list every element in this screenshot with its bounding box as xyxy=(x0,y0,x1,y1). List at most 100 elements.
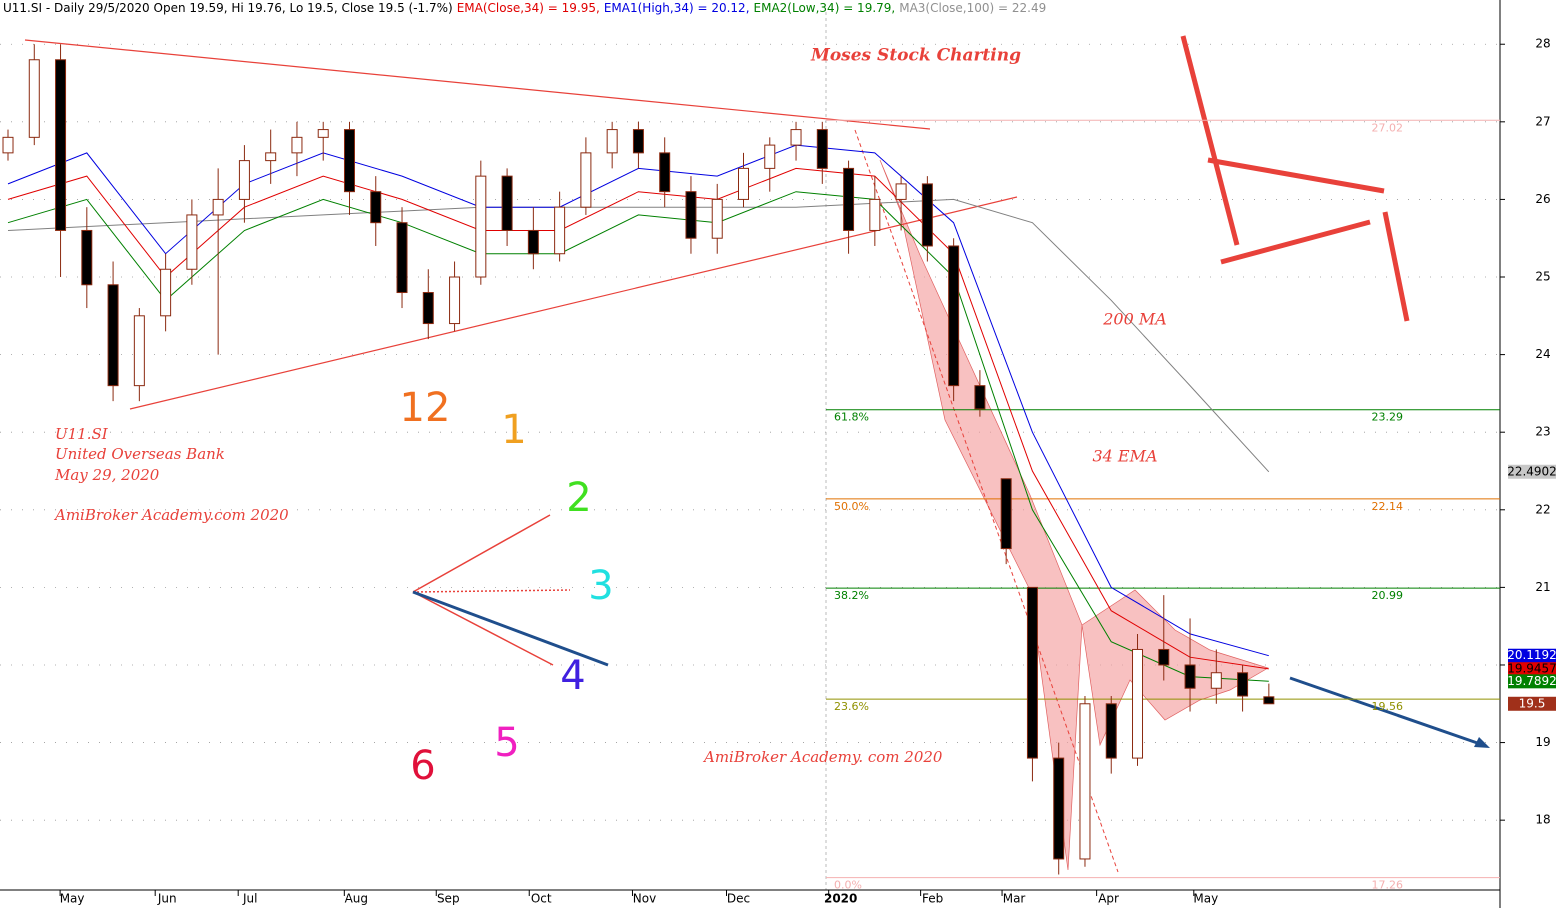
y-tick-label: 21 xyxy=(1535,580,1550,594)
price-tag xyxy=(1508,696,1556,711)
candle-body xyxy=(1263,696,1275,705)
candle-body xyxy=(685,191,697,239)
clock-number: 12 xyxy=(400,385,451,431)
candle-body xyxy=(843,167,855,231)
candle-body xyxy=(1184,664,1196,689)
candle-body xyxy=(422,292,434,325)
candle-body xyxy=(606,129,618,154)
clock-number: 2 xyxy=(566,475,591,521)
candle-body xyxy=(1132,648,1144,759)
y-tick-label: 18 xyxy=(1535,813,1550,827)
header-part: U11.SI - Daily 29/5/2020 Open 19.59, Hi … xyxy=(3,1,453,15)
trendline xyxy=(854,129,1119,873)
trendline xyxy=(24,39,931,130)
candle-body xyxy=(737,167,749,200)
annotation: Moses Stock Charting xyxy=(810,46,1021,66)
shape-stroke xyxy=(1207,157,1385,194)
fib-label: 23.6% xyxy=(834,700,869,713)
fib-label: 0.0% xyxy=(834,879,862,892)
clock-number: 3 xyxy=(588,563,613,609)
price-tag-label: 20.1192 xyxy=(1507,648,1557,662)
x-tick-label: Feb xyxy=(922,892,943,906)
y-tick-label: 27 xyxy=(1535,114,1550,128)
arrow xyxy=(1289,676,1487,748)
arrow-head xyxy=(1474,737,1490,748)
candle-body xyxy=(238,160,250,200)
candle-body xyxy=(475,175,487,278)
candle-body xyxy=(921,183,933,247)
candle-body xyxy=(895,183,907,200)
x-tick-label: Dec xyxy=(727,892,750,906)
header: U11.SI - Daily 29/5/2020 Open 19.59, Hi … xyxy=(3,1,1046,15)
candle-body xyxy=(186,214,198,270)
candle-body xyxy=(160,268,172,317)
candle-body xyxy=(1158,648,1170,666)
y-tick-label: 19 xyxy=(1535,735,1550,749)
price-tag xyxy=(1508,674,1556,689)
candle-body xyxy=(711,198,723,239)
price-tag-label: 19.7892 xyxy=(1507,674,1557,688)
price-tag-label: 19.9457 xyxy=(1507,662,1557,676)
header-part: EMA1(High,34) = 20.12, xyxy=(604,1,750,15)
y-tick-label: 23 xyxy=(1535,425,1550,439)
candle-body xyxy=(501,175,513,231)
candle-body xyxy=(1105,703,1117,759)
candle-body xyxy=(1000,478,1012,550)
candle-body xyxy=(554,206,566,255)
annotation: 200 MA xyxy=(1102,310,1167,329)
shape-stroke xyxy=(1382,211,1410,322)
x-tick-label: Jul xyxy=(242,892,257,906)
header-part: MA3(Close,100) = 22.49 xyxy=(899,1,1046,15)
fib-value-label: 23.29 xyxy=(1372,411,1404,424)
candle-body xyxy=(974,385,986,410)
trendline xyxy=(129,196,1018,410)
x-tick-label: May xyxy=(60,892,85,906)
x-tick-label: Jun xyxy=(157,892,177,906)
candle-body xyxy=(133,315,145,387)
x-tick-label: Oct xyxy=(531,892,552,906)
x-tick-label: 2020 xyxy=(824,892,857,906)
candle-body xyxy=(107,284,119,387)
candle-body xyxy=(55,59,67,231)
fib-value-label: 17.26 xyxy=(1372,879,1404,892)
price-tag-label: 22.4902 xyxy=(1507,464,1557,478)
candle-body xyxy=(265,152,277,162)
candle-body xyxy=(449,276,461,325)
price-tag-label: 19.5 xyxy=(1519,696,1546,710)
candle-body xyxy=(632,129,644,154)
y-tick-label: 22 xyxy=(1535,502,1550,516)
price-tag xyxy=(1508,648,1556,663)
fib-label: 50.0% xyxy=(834,500,869,513)
header-part: EMA2(Low,34) = 19.79, xyxy=(754,1,896,15)
candle-body xyxy=(1210,672,1222,689)
x-tick-label: Sep xyxy=(437,892,460,906)
candle-body xyxy=(816,129,828,169)
candle-body xyxy=(869,198,881,231)
candle-body xyxy=(291,136,303,154)
candle-body xyxy=(580,152,592,208)
x-tick-label: Mar xyxy=(1003,892,1026,906)
candle-body xyxy=(527,229,539,255)
price-tag xyxy=(1508,662,1556,677)
candle-body xyxy=(659,152,671,193)
annotation: 34 EMA xyxy=(1092,447,1157,466)
annotation: AmiBroker Academy. com 2020 xyxy=(702,748,943,766)
fib-label: 61.8% xyxy=(834,411,869,424)
fib-value-label: 20.99 xyxy=(1372,589,1404,602)
candle-body xyxy=(1079,703,1091,860)
clock-number: 6 xyxy=(410,743,435,789)
candle-body xyxy=(343,129,355,193)
arrow xyxy=(412,514,551,593)
candle-body xyxy=(1237,672,1249,697)
candle-body xyxy=(212,198,224,216)
fib-value-label: 19.56 xyxy=(1372,700,1404,713)
candle-body xyxy=(790,129,802,146)
fib-label: 38.2% xyxy=(834,589,869,602)
candle-body xyxy=(1053,757,1065,860)
shape-stroke xyxy=(1180,35,1240,246)
clock-number: 5 xyxy=(494,720,519,766)
price-tag xyxy=(1508,464,1556,479)
arrow xyxy=(412,591,554,666)
clock-number: 1 xyxy=(501,407,526,453)
